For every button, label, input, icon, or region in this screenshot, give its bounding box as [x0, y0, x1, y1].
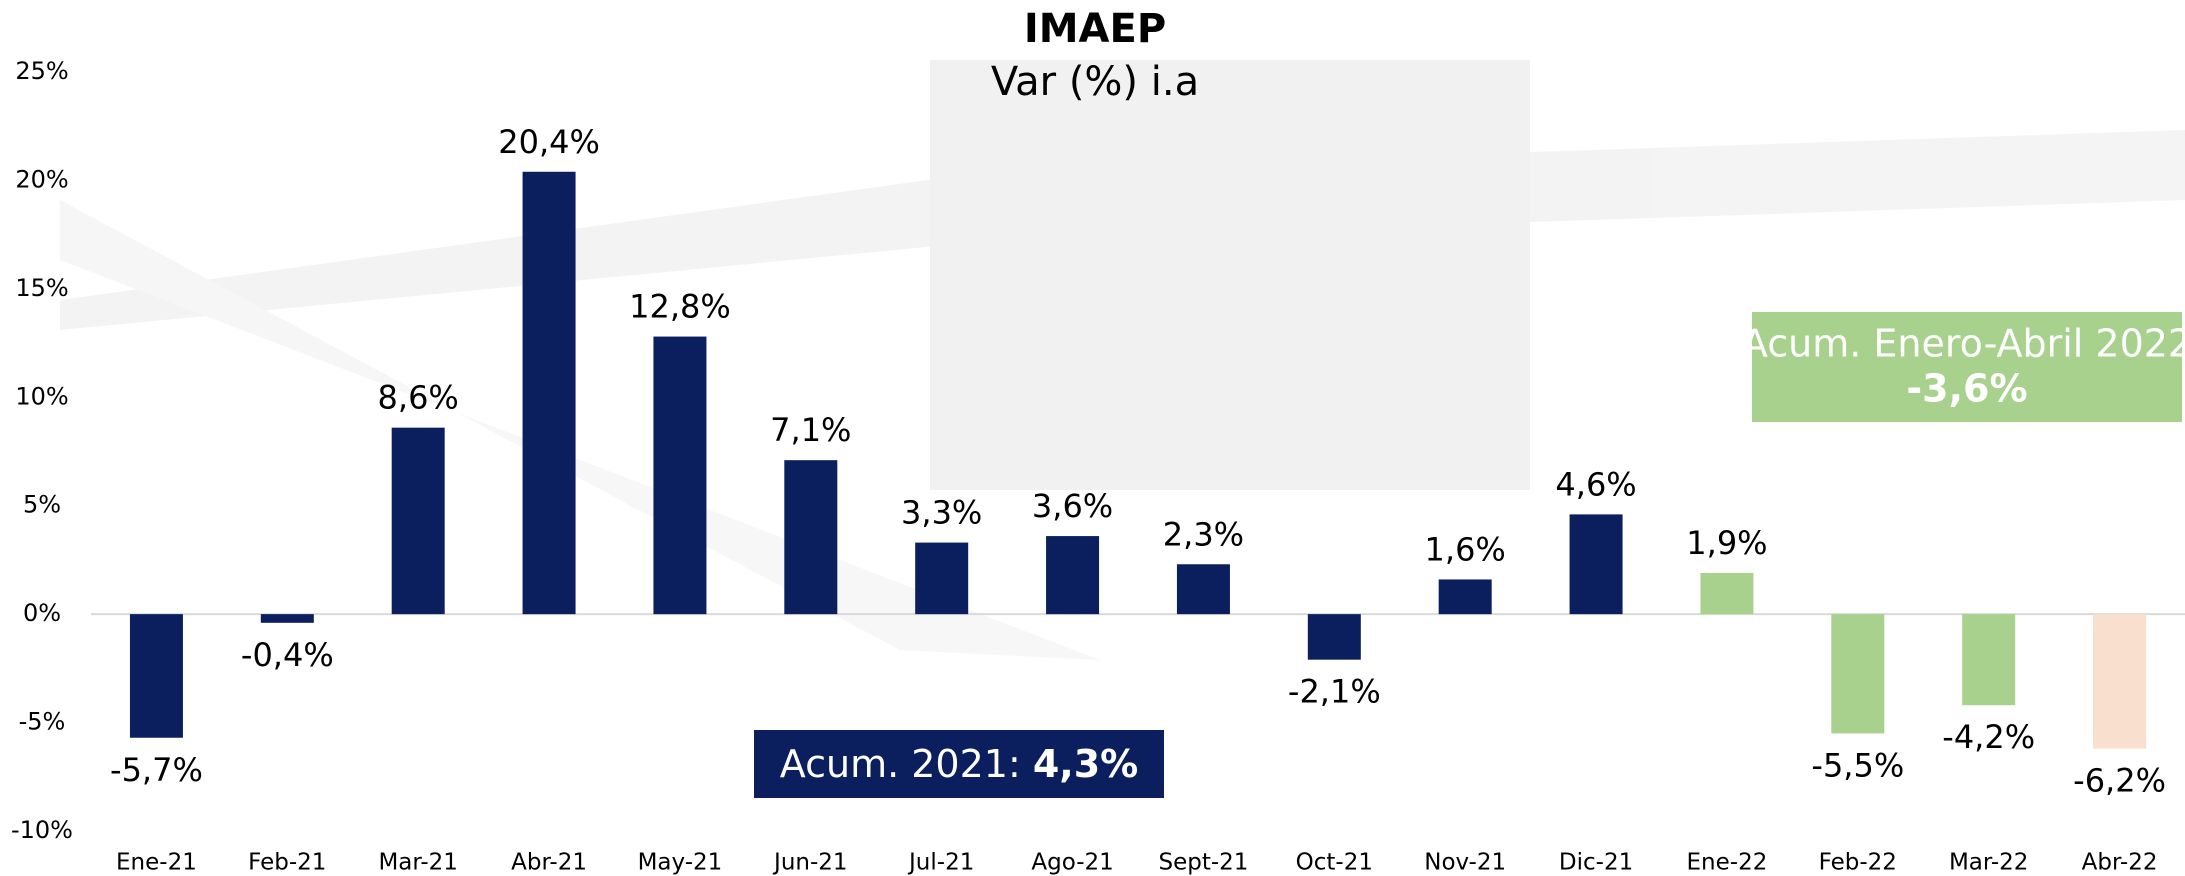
- x-tick-label: Sept-21: [1158, 850, 1248, 876]
- bar: [1046, 536, 1099, 614]
- data-label: -5,5%: [1811, 746, 1904, 784]
- x-tick-label: Oct-21: [1296, 850, 1373, 876]
- data-label: 7,1%: [770, 411, 851, 449]
- x-tick-label: Abr-21: [511, 850, 587, 876]
- bar: [1177, 564, 1230, 614]
- bar: [1308, 614, 1361, 660]
- bar: [1962, 614, 2015, 705]
- data-label: 20,4%: [498, 123, 600, 161]
- chart: IMAEP Var (%) i.a Acum. 2021: 4,3% Acum.…: [0, 0, 2185, 876]
- y-tick-label: 25%: [15, 57, 68, 85]
- x-tick-label: Jun-21: [772, 850, 848, 876]
- x-tick-label: Mar-21: [378, 850, 458, 876]
- y-tick-label: 10%: [15, 382, 68, 410]
- bar: [1439, 579, 1492, 614]
- data-label: -4,2%: [1942, 718, 2035, 756]
- bar: [2093, 614, 2146, 748]
- data-label: 12,8%: [629, 288, 731, 326]
- x-tick-label: May-21: [638, 850, 723, 876]
- data-label: 4,6%: [1555, 465, 1636, 503]
- x-tick-label: Nov-21: [1424, 850, 1506, 876]
- data-label: 2,3%: [1163, 515, 1244, 553]
- annotation: Acum. Enero-Abril 2022: [1742, 322, 2185, 366]
- data-label: -6,2%: [2073, 762, 2166, 800]
- data-label: 3,6%: [1032, 487, 1113, 525]
- bar: [915, 543, 968, 615]
- data-label: -0,4%: [241, 636, 334, 674]
- bar: [130, 614, 183, 738]
- bar: [1831, 614, 1884, 733]
- chart-subtitle: Var (%) i.a: [991, 59, 1199, 105]
- y-tick-label: 20%: [15, 165, 68, 193]
- x-tick-label: Mar-22: [1949, 850, 2029, 876]
- x-tick-label: Feb-22: [1819, 850, 1897, 876]
- bar: [1570, 514, 1623, 614]
- bar: [653, 337, 706, 615]
- data-label: 3,3%: [901, 494, 982, 532]
- x-tick-label: Feb-21: [248, 850, 326, 876]
- y-tick-label: -5%: [19, 708, 66, 736]
- bar: [261, 614, 314, 623]
- annotation-value: -3,6%: [1906, 367, 2027, 411]
- x-tick-label: Ene-21: [116, 850, 197, 876]
- bar: [784, 460, 837, 614]
- x-tick-label: Jul-21: [907, 850, 974, 876]
- y-tick-label: -10%: [11, 816, 73, 844]
- data-label: -2,1%: [1288, 673, 1381, 711]
- x-tick-label: Dic-21: [1559, 850, 1633, 876]
- x-tick-label: Abr-22: [2082, 850, 2158, 876]
- bar: [523, 172, 576, 614]
- data-label: 1,9%: [1686, 524, 1767, 562]
- chart-title: IMAEP: [1024, 6, 1166, 52]
- data-label: 1,6%: [1425, 530, 1506, 568]
- x-tick-label: Ago-21: [1031, 850, 1113, 876]
- y-tick-label: 0%: [23, 599, 61, 627]
- bar: [392, 428, 445, 614]
- data-label: -5,7%: [110, 751, 203, 789]
- y-tick-label: 15%: [15, 274, 68, 302]
- y-tick-label: 5%: [23, 491, 61, 519]
- annotation: Acum. 2021: 4,3%: [780, 742, 1138, 786]
- bar: [1700, 573, 1753, 614]
- x-tick-label: Ene-22: [1687, 850, 1768, 876]
- data-label: 8,6%: [378, 379, 459, 417]
